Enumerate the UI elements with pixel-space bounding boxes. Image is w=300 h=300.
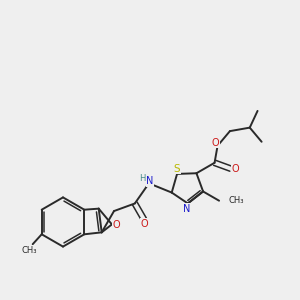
Text: CH₃: CH₃ (21, 246, 37, 255)
Text: H: H (139, 174, 146, 183)
Text: O: O (211, 138, 219, 148)
Text: O: O (112, 220, 120, 230)
Text: N: N (183, 203, 190, 214)
Text: O: O (141, 219, 148, 229)
Text: O: O (232, 164, 239, 174)
Text: N: N (146, 176, 154, 186)
Text: CH₃: CH₃ (228, 196, 244, 205)
Text: S: S (174, 164, 180, 174)
